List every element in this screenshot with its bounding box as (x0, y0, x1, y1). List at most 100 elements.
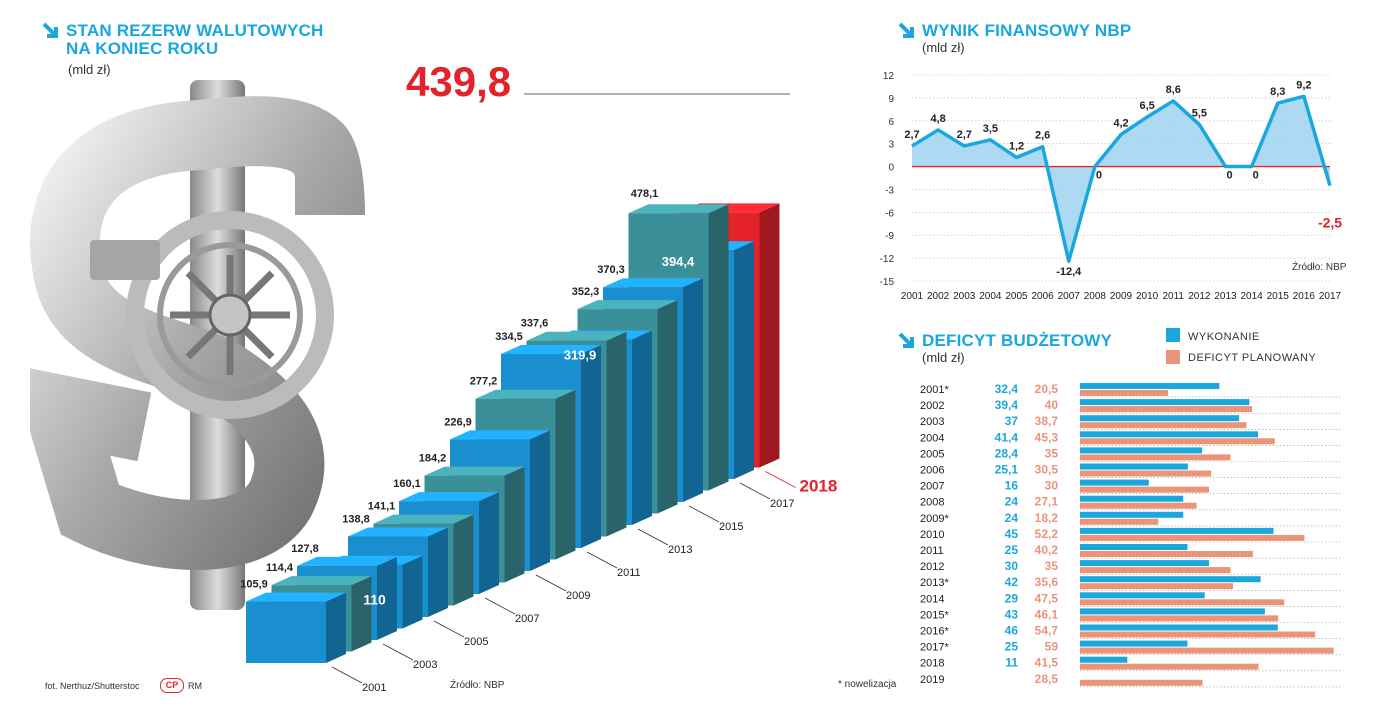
deficit-plan-bar (1080, 599, 1285, 606)
legend-plan-swatch (1166, 350, 1180, 364)
nbp-xlabel-2006: 2006 (1032, 291, 1055, 302)
year-label-2013: 2013 (668, 544, 692, 556)
reserve-bar-side (530, 430, 550, 571)
reserve-value-2001: 105,9 (240, 579, 268, 591)
deficit-year-2014: 2014 (920, 593, 944, 605)
reserve-value-2012: 337,6 (521, 318, 549, 330)
deficit-plan-value: 59 (1045, 640, 1059, 654)
nbp-xlabel-2003: 2003 (953, 291, 976, 302)
reserve-bar-top (526, 331, 627, 341)
legend-plan-label: DEFICYT PLANOWANY (1188, 352, 1317, 364)
deficit-exec-value: 25,1 (995, 463, 1019, 477)
deficit-exec-bar (1080, 624, 1278, 631)
nbp-xlabel-2015: 2015 (1267, 291, 1290, 302)
reserve-bar-side (428, 527, 448, 617)
nbp-value-2013: 0 (1226, 170, 1232, 182)
year-label-2007: 2007 (515, 613, 539, 625)
deficit-plan-bar (1080, 663, 1259, 670)
reserve-value-2014: 352,3 (572, 286, 600, 298)
year-leader-2007 (484, 597, 516, 615)
reserve-value-2003: 127,8 (291, 543, 319, 555)
deficit-exec-bar (1080, 527, 1274, 534)
year-label-2011: 2011 (617, 567, 641, 579)
deficit-plan-bar (1080, 615, 1279, 622)
nbp-ytick: 9 (888, 94, 894, 105)
deficit-plan-value: 47,5 (1035, 591, 1059, 605)
reserve-value-2005: 138,8 (342, 513, 370, 525)
deficit-exec-bar (1080, 447, 1203, 454)
nbp-value-2016: 9,2 (1296, 79, 1311, 91)
deficit-exec-value: 24 (1005, 495, 1019, 509)
deficit-plan-value: 54,7 (1035, 624, 1059, 638)
reserve-bar-side (708, 204, 729, 491)
deficit-exec-value: 32,4 (995, 382, 1019, 396)
deficit-exec-bar (1080, 495, 1184, 502)
nbp-value-2004: 3,5 (983, 123, 998, 135)
rm-label: RM (188, 681, 202, 691)
nbp-value-2017: -2,5 (1318, 215, 1342, 231)
year-leader-2018 (765, 471, 796, 488)
reserves-unit: (mld zł) (68, 62, 111, 77)
nbp-ytick: 3 (888, 140, 894, 151)
deficit-exec-bar (1080, 383, 1220, 389)
reserve-value-2007: 160,1 (393, 478, 421, 490)
deficit-plan-value: 35 (1045, 559, 1059, 573)
legend-exec-swatch (1166, 328, 1180, 342)
nbp-unit: (mld zł) (922, 40, 965, 55)
nbp-value-2007: -12,4 (1056, 266, 1082, 278)
arrow-icon (898, 22, 914, 38)
deficit-exec-value: 25 (1005, 543, 1019, 557)
reserve-value-2006: 141,1 (368, 501, 396, 513)
deficit-plan-value: 46,1 (1035, 607, 1059, 621)
photo-credit: fot. Nerthuz/Shutterstoc (45, 681, 140, 691)
reserve-bar-side (581, 344, 601, 548)
year-leader-2011 (586, 551, 618, 569)
year-leader-2005 (433, 620, 465, 638)
reserve-bar-side (734, 241, 754, 479)
nbp-value-2012: 5,5 (1192, 108, 1207, 120)
year-leader-2003 (382, 643, 414, 661)
deficit-plan-value: 40 (1045, 398, 1059, 412)
deficit-year-2017*: 2017* (920, 642, 949, 654)
deficit-exec-bar (1080, 399, 1250, 406)
deficit-plan-bar (1080, 567, 1231, 574)
year-leader-2017 (739, 482, 771, 500)
nbp-xlabel-2017: 2017 (1319, 291, 1342, 302)
nbp-xlabel-2005: 2005 (1005, 291, 1028, 302)
year-leader-2009 (535, 574, 567, 592)
deficit-plan-bar (1080, 438, 1275, 445)
year-label-2018: 2018 (800, 477, 838, 496)
nbp-xlabel-2007: 2007 (1058, 291, 1081, 302)
year-leader-2001 (331, 666, 363, 684)
reserve-bar-side (453, 514, 474, 606)
nbp-line (911, 94, 1332, 263)
nbp-value-2014: 0 (1253, 170, 1259, 182)
deficit-plan-bar (1080, 631, 1316, 638)
nbp-xlabel-2016: 2016 (1293, 291, 1316, 302)
deficit-plan-bar (1080, 422, 1247, 429)
deficit-year-2007: 2007 (920, 481, 944, 493)
reserve-bar-side (632, 330, 652, 525)
deficit-year-2005: 2005 (920, 448, 944, 460)
deficit-exec-bar (1080, 576, 1261, 583)
reserve-bar-top (628, 204, 729, 214)
deficit-exec-value: 30 (1005, 559, 1019, 573)
deficit-plan-value: 41,5 (1035, 656, 1059, 670)
deficit-footnote: * nowelizacja (838, 679, 897, 690)
nbp-ytick: -9 (885, 231, 894, 242)
reserve-value-2010: 277,2 (470, 376, 498, 388)
deficit-exec-bar (1080, 463, 1188, 470)
deficit-year-2012: 2012 (920, 561, 944, 573)
nbp-value-2010: 6,5 (1139, 100, 1154, 112)
deficit-plan-value: 52,2 (1035, 527, 1059, 541)
deficit-exec-value: 45 (1005, 527, 1019, 541)
deficit-year-2019: 2019 (920, 674, 944, 686)
deficit-exec-value: 43 (1005, 607, 1019, 621)
nbp-value-2008: 0 (1096, 170, 1102, 182)
deficit-chart: 2001* 32,4 20,5 2002 39,4 40 2003 37 38,7 2004 41,… (920, 382, 1342, 688)
reserve-bar-top (577, 300, 678, 310)
deficit-plan-bar (1080, 390, 1169, 396)
deficit-plan-value: 35 (1045, 446, 1059, 460)
nbp-ytick: 6 (888, 117, 894, 128)
